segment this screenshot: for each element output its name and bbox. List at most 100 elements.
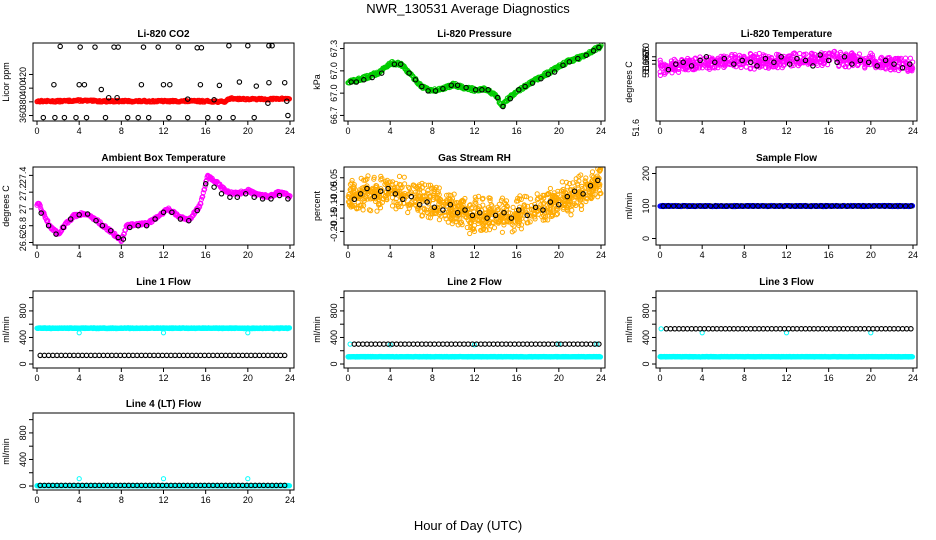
data-point — [442, 212, 448, 218]
data-point — [490, 212, 496, 218]
data-point — [424, 193, 430, 199]
data-point — [744, 203, 751, 209]
data-point — [197, 81, 204, 88]
data-point — [216, 114, 223, 121]
data-point — [529, 80, 536, 86]
x-tick-label: 8 — [119, 250, 124, 260]
data-point — [593, 184, 599, 190]
data-point — [688, 63, 695, 69]
y-tick-label: 800 — [18, 303, 28, 318]
data-point — [392, 185, 398, 191]
data-point — [202, 183, 208, 189]
data-point — [515, 195, 521, 201]
data-point — [590, 48, 597, 54]
data-point — [516, 87, 522, 93]
y-axis-label: ml/min — [312, 316, 322, 343]
data-point — [680, 59, 686, 66]
series-black — [38, 181, 291, 242]
x-tick-label: 4 — [388, 126, 393, 136]
data-point — [887, 203, 893, 209]
data-point — [378, 186, 384, 192]
data-point — [765, 203, 772, 209]
data-point — [564, 193, 571, 200]
data-point — [175, 44, 182, 50]
data-point — [265, 100, 271, 106]
data-point — [93, 217, 99, 224]
data-point — [531, 211, 537, 217]
data-point — [547, 199, 554, 205]
data-point — [899, 65, 906, 71]
x-tick-label: 12 — [158, 373, 168, 383]
data-point — [712, 59, 718, 66]
data-point — [371, 193, 378, 200]
data-point — [781, 203, 788, 209]
data-point — [527, 219, 533, 225]
data-point — [892, 203, 898, 209]
x-tick-label: 8 — [430, 373, 435, 383]
data-point — [416, 201, 423, 208]
data-point — [792, 203, 798, 209]
y-axis-label: degrees C — [1, 185, 11, 227]
data-point — [738, 64, 744, 71]
data-point — [595, 177, 601, 184]
data-point — [728, 203, 735, 209]
data-point — [865, 203, 872, 209]
data-point — [218, 191, 225, 197]
x-tick-label: 24 — [596, 126, 606, 136]
x-tick-label: 4 — [388, 373, 393, 383]
data-point — [276, 192, 283, 199]
data-point — [692, 203, 698, 209]
data-point — [692, 66, 699, 72]
data-point — [739, 203, 745, 209]
data-point — [794, 55, 800, 62]
x-tick-label: 12 — [158, 126, 168, 136]
data-point — [197, 204, 203, 210]
plot-area — [657, 202, 916, 210]
data-point — [809, 50, 815, 56]
data-point — [560, 206, 566, 212]
data-point — [587, 193, 593, 199]
data-point — [714, 58, 721, 64]
data-point — [803, 51, 809, 57]
data-point — [817, 52, 823, 58]
data-point — [417, 194, 423, 200]
data-point — [351, 188, 357, 194]
data-point — [251, 194, 257, 200]
data-point — [739, 57, 745, 64]
data-point — [598, 167, 604, 171]
data-point — [907, 67, 913, 73]
data-point — [697, 203, 703, 209]
x-tick-label: 8 — [430, 126, 435, 136]
data-point — [596, 44, 602, 51]
data-point — [556, 201, 562, 208]
data-point — [407, 191, 413, 197]
data-point — [575, 182, 581, 188]
data-point — [448, 207, 454, 213]
data-point — [83, 114, 90, 121]
data-point — [402, 181, 408, 187]
data-point — [431, 186, 437, 192]
data-point — [424, 199, 430, 205]
data-point — [589, 169, 596, 175]
series-cyan — [34, 325, 293, 336]
data-point — [52, 114, 58, 121]
x-tick-label: 4 — [77, 126, 82, 136]
data-point — [570, 187, 576, 193]
data-point — [522, 193, 528, 199]
y-tick-label: 66.7 — [329, 107, 339, 125]
series-black — [348, 44, 602, 110]
data-point — [507, 95, 514, 102]
data-point — [810, 63, 816, 69]
data-point — [448, 192, 454, 198]
y-tick-label: 51.662 — [641, 50, 651, 78]
data-point — [887, 59, 893, 65]
data-point — [681, 203, 687, 209]
data-point — [431, 204, 438, 211]
data-point — [357, 191, 364, 197]
data-point — [259, 196, 266, 202]
data-point — [365, 173, 371, 179]
data-point — [469, 212, 476, 219]
data-point — [102, 114, 109, 121]
